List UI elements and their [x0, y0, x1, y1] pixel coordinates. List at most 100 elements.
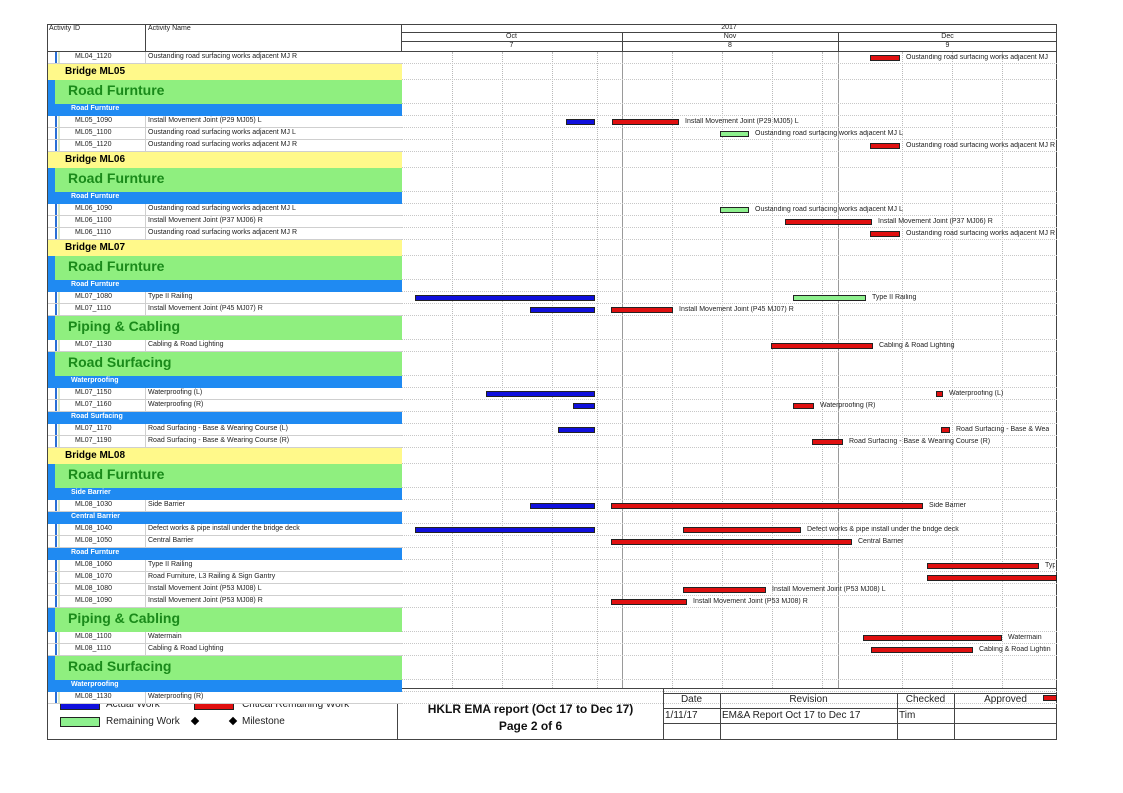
gantt-bar-actual[interactable]: [558, 427, 595, 433]
section-header[interactable]: Road Furnture: [48, 548, 402, 560]
timeline-month: Oct: [506, 33, 517, 40]
gantt-bar-critical[interactable]: [941, 427, 950, 433]
activity-row[interactable]: ML08_1100 Watermain: [48, 632, 402, 644]
work-group-header[interactable]: Piping & Cabling: [48, 608, 402, 632]
gantt-bar-critical[interactable]: [785, 219, 872, 225]
activity-row[interactable]: ML08_1080 Install Movement Joint (P53 MJ0…: [48, 584, 402, 596]
section-header[interactable]: Waterproofing: [48, 680, 402, 692]
activity-id: ML06_1100: [75, 217, 112, 224]
gantt-bar-actual[interactable]: [530, 307, 595, 313]
gantt-bar-critical[interactable]: [863, 635, 1002, 641]
bridge-group-header[interactable]: Bridge ML06: [48, 152, 402, 168]
activity-row[interactable]: ML08_1060 Type II Railing: [48, 560, 402, 572]
row-divider: [145, 128, 146, 139]
work-group-header[interactable]: Road Surfacing: [48, 656, 402, 680]
activity-row[interactable]: ML08_1030 Side Barrier: [48, 500, 402, 512]
activity-row[interactable]: ML08_1130 Waterproofing (R): [48, 692, 402, 704]
gantt-bar-remaining[interactable]: [720, 131, 749, 137]
gantt-bar-actual[interactable]: [566, 119, 595, 125]
row-marker: [55, 436, 57, 447]
activity-row[interactable]: ML06_1090 Oustanding road surfacing works…: [48, 204, 402, 216]
legend-critical-label: Critical Remaining Work: [242, 699, 350, 710]
gantt-bar-label: Oustanding road surfacing works adjacent…: [906, 54, 1049, 61]
work-group-name: Road Surfacing: [68, 658, 172, 674]
section-header[interactable]: Waterproofing: [48, 376, 402, 388]
gantt-bar-critical[interactable]: [611, 307, 673, 313]
gantt-bar-label: Oustanding road surfacing works adjacent…: [755, 130, 903, 137]
gantt-bar-remaining[interactable]: [720, 207, 749, 213]
gantt-bar-label: Road Surfacing - Base & Wea: [956, 426, 1050, 433]
activity-row[interactable]: ML05_1120 Oustanding road surfacing works…: [48, 140, 402, 152]
bridge-group-header[interactable]: Bridge ML07: [48, 240, 402, 256]
work-group-header[interactable]: Road Furnture: [48, 256, 402, 280]
activity-row[interactable]: ML08_1070 Road Furniture, L3 Railing & Si…: [48, 572, 402, 584]
activity-name: Central Barrier: [148, 537, 194, 544]
gantt-bar-critical[interactable]: [1043, 695, 1057, 701]
activity-row[interactable]: ML07_1170 Road Surfacing - Base & Wearing…: [48, 424, 402, 436]
activity-row[interactable]: ML04_1120 Oustanding road surfacing works…: [48, 52, 402, 64]
gantt-row-line: [402, 559, 1057, 560]
work-group-header[interactable]: Road Furnture: [48, 168, 402, 192]
activity-row[interactable]: ML07_1190 Road Surfacing - Base & Wearing…: [48, 436, 402, 448]
gantt-bar-actual[interactable]: [415, 527, 595, 533]
gantt-bar-critical[interactable]: [612, 119, 679, 125]
activity-row[interactable]: ML05_1090 Install Movement Joint (P29 MJ0…: [48, 116, 402, 128]
gantt-bar-critical[interactable]: [936, 391, 943, 397]
bridge-group-header[interactable]: Bridge ML05: [48, 64, 402, 80]
activity-row[interactable]: ML07_1080 Type II Railing: [48, 292, 402, 304]
section-header[interactable]: Road Furnture: [48, 192, 402, 204]
gantt-bar-critical[interactable]: [771, 343, 873, 349]
activity-row[interactable]: ML07_1110 Install Movement Joint (P45 MJ0…: [48, 304, 402, 316]
gantt-bar-critical[interactable]: [611, 503, 923, 509]
gantt-bar-critical[interactable]: [611, 599, 687, 605]
activity-row[interactable]: ML05_1100 Oustanding road surfacing works…: [48, 128, 402, 140]
activity-name: Install Movement Joint (P53 MJ08) R: [148, 597, 263, 604]
row-marker-secondary: [58, 424, 60, 435]
activity-id: ML08_1030: [75, 501, 112, 508]
gantt-bar-critical[interactable]: [812, 439, 843, 445]
gantt-bar-actual[interactable]: [530, 503, 595, 509]
gantt-bar-critical[interactable]: [683, 527, 801, 533]
work-group-header[interactable]: Piping & Cabling: [48, 316, 402, 340]
activity-row[interactable]: ML07_1150 Waterproofing (L): [48, 388, 402, 400]
gantt-row-line: [402, 167, 1057, 168]
row-marker-secondary: [58, 692, 60, 703]
activity-row[interactable]: ML07_1130 Cabling & Road Lighting: [48, 340, 402, 352]
gantt-bar-critical[interactable]: [870, 55, 900, 61]
column-header-activity-name[interactable]: Activity Name: [148, 25, 191, 32]
section-header[interactable]: Central Barrier: [48, 512, 402, 524]
activity-row[interactable]: ML07_1160 Waterproofing (R): [48, 400, 402, 412]
gantt-bar-actual[interactable]: [486, 391, 595, 397]
bridge-name: Bridge ML06: [65, 154, 126, 165]
gantt-bar-actual[interactable]: [415, 295, 595, 301]
gantt-bar-remaining[interactable]: [793, 295, 866, 301]
section-header[interactable]: Side Barrier: [48, 488, 402, 500]
activity-row[interactable]: ML08_1090 Install Movement Joint (P53 MJ0…: [48, 596, 402, 608]
gantt-bar-critical[interactable]: [870, 143, 900, 149]
gantt-bar-actual[interactable]: [573, 403, 595, 409]
section-header[interactable]: Road Surfacing: [48, 412, 402, 424]
activity-row[interactable]: ML06_1100 Install Movement Joint (P37 MJ0…: [48, 216, 402, 228]
bridge-group-header[interactable]: Bridge ML08: [48, 448, 402, 464]
gantt-bar-label: Waterproofing (L): [949, 390, 1004, 397]
gantt-bar-critical[interactable]: [927, 575, 1057, 581]
activity-row[interactable]: ML06_1110 Oustanding road surfacing works…: [48, 228, 402, 240]
work-group-header[interactable]: Road Furnture: [48, 80, 402, 104]
gantt-row-line: [402, 499, 1057, 500]
gantt-bar-critical[interactable]: [871, 647, 973, 653]
gantt-bar-critical[interactable]: [611, 539, 852, 545]
activity-row[interactable]: ML08_1110 Cabling & Road Lighting: [48, 644, 402, 656]
gantt-bar-critical[interactable]: [927, 563, 1039, 569]
work-group-header[interactable]: Road Furnture: [48, 464, 402, 488]
row-marker-secondary: [58, 140, 60, 151]
section-header[interactable]: Road Furnture: [48, 104, 402, 116]
column-header-activity-id[interactable]: Activity ID: [49, 25, 81, 32]
gantt-bar-critical[interactable]: [870, 231, 900, 237]
activity-row[interactable]: ML08_1040 Defect works & pipe install und…: [48, 524, 402, 536]
gantt-bar-critical[interactable]: [793, 403, 814, 409]
activity-row[interactable]: ML08_1050 Central Barrier: [48, 536, 402, 548]
section-header[interactable]: Road Furnture: [48, 280, 402, 292]
work-group-header[interactable]: Road Surfacing: [48, 352, 402, 376]
gantt-bar-critical[interactable]: [683, 587, 766, 593]
gantt-bar-label: Install Movement Joint (P53 MJ08) R: [693, 598, 808, 605]
